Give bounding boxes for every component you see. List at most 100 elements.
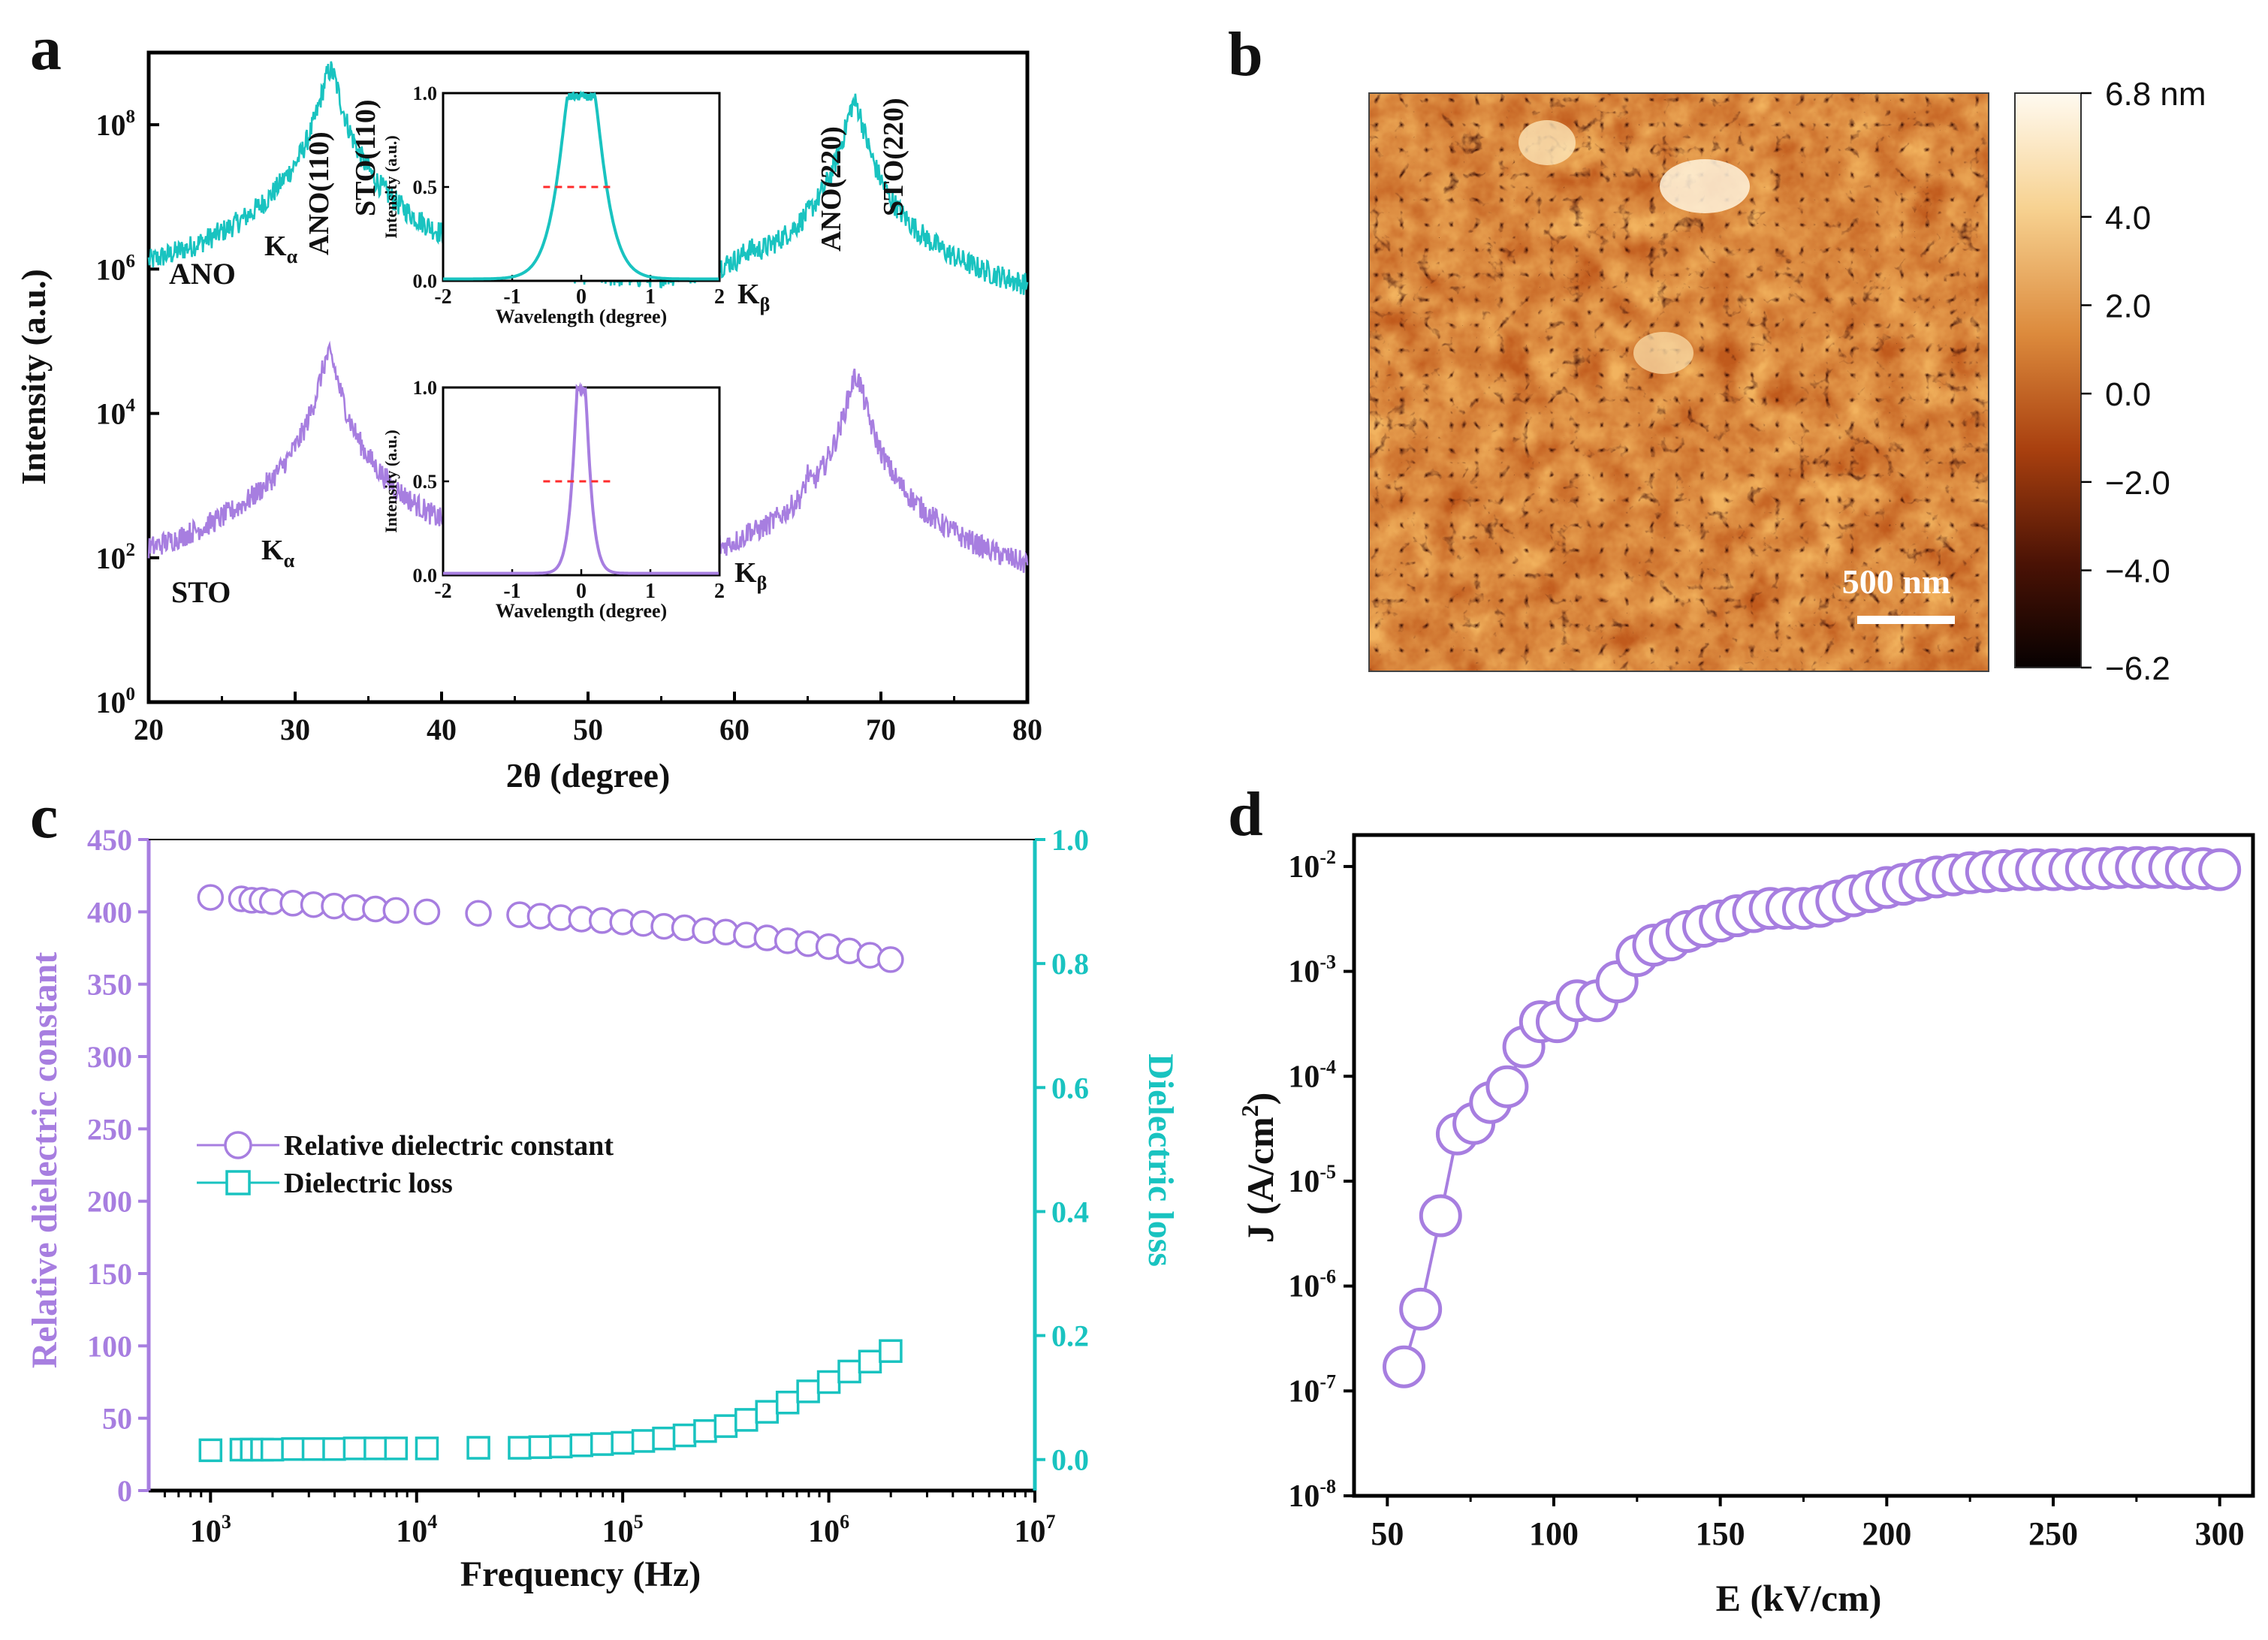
inset-x-tick-label: -2 <box>434 580 451 603</box>
a-y-ticks: 100 102 104 106 108 <box>96 107 159 719</box>
peak-label-sto110: STO(110) <box>350 99 382 216</box>
panel-letter-d: d <box>1228 779 1263 849</box>
inset-rocking-curve-sto: -2 -1 0 1 2 0.0 0.5 1.0 Wavelength (degree) Int… <box>382 377 725 622</box>
d-y-tick-label: 10-5 <box>1288 1161 1336 1199</box>
d-x-tick-label: 200 <box>1862 1515 1911 1552</box>
d-x-tick-label: 150 <box>1696 1515 1745 1552</box>
colorbar-tick-label: −4.0 <box>2105 553 2170 590</box>
a-x-tick-label: 30 <box>280 713 310 746</box>
colorbar-tick-label: −6.2 <box>2105 650 2170 687</box>
dielectric-loss-point <box>693 1418 717 1443</box>
c-x-tick-label: 104 <box>396 1511 437 1549</box>
dielectric-loss-point <box>569 1433 594 1458</box>
c-left-ticks: 0 50 100 150 200 250 300 350 400 450 <box>87 823 149 1508</box>
inset-x-tick-label: 1 <box>645 285 656 309</box>
colorbar-tick-label: 2.0 <box>2105 288 2151 324</box>
a-y-tick-label: 102 <box>96 540 136 575</box>
a-x-tick-label: 70 <box>866 713 896 746</box>
x-axis-label-d: E (kV/cm) <box>1716 1577 1882 1619</box>
dielectric-loss-point <box>879 1339 903 1363</box>
inset-x-tick-label: 1 <box>645 580 656 603</box>
inset-rocking-curve-ano: -2 -1 0 1 2 0.0 0.5 1.0 Wavelength (degree) Int… <box>382 83 725 327</box>
dielectric-loss-point <box>322 1437 346 1461</box>
d-y-ticks: 10-8 10-7 10-6 10-5 10-4 10-3 10-2 <box>1288 846 1354 1514</box>
panel-c: c 103 104 105 106 107 0 50 100 150 200 250 300 350 4… <box>25 782 1181 1594</box>
c-left-tick-label: 350 <box>87 968 132 1002</box>
je-data-point <box>1399 1287 1443 1331</box>
c-left-tick-label: 0 <box>117 1474 132 1508</box>
dielectric-loss-point <box>384 1437 409 1461</box>
inset-x-tick-label: 2 <box>714 580 725 603</box>
c-right-tick-label: 0.6 <box>1051 1071 1089 1105</box>
inset-x-tick-label: -1 <box>503 580 520 603</box>
je-data-point <box>1485 1065 1529 1108</box>
c-left-tick-label: 400 <box>87 895 132 929</box>
inset-x-tick-label: 2 <box>714 285 725 309</box>
dielectric-constant-point <box>382 897 410 924</box>
dielectric-loss-point <box>775 1390 800 1415</box>
inset-y-tick-label: 0.0 <box>413 565 438 586</box>
k-beta-ano: Kβ <box>737 279 770 315</box>
k-alpha-sto: Kα <box>261 535 295 571</box>
je-data-point <box>1383 1345 1425 1388</box>
legend-c: Relative dielectric constant Dielectric … <box>197 1130 614 1199</box>
inset-bottom-ticks: -2 -1 0 1 2 0.0 0.5 1.0 <box>413 377 725 603</box>
k-alpha-ano: Kα <box>264 231 298 267</box>
je-data-point <box>2198 848 2242 891</box>
je-data-point <box>1419 1194 1462 1238</box>
dielectric-loss-point <box>755 1400 780 1424</box>
peak-label-ano220: ANO(220) <box>816 126 847 252</box>
afm-bright-grain <box>1519 120 1576 165</box>
dielectric-constant-point <box>197 884 225 911</box>
legend-marker-dielectric-constant <box>224 1131 252 1159</box>
inset-x-tick-label: -2 <box>434 285 451 309</box>
a-y-tick-label: 100 <box>96 684 136 719</box>
inset-y-tick-label: 1.0 <box>413 377 438 399</box>
legend-label-dielectric-loss: Dielectric loss <box>284 1168 453 1199</box>
d-y-tick-label: 10-6 <box>1288 1266 1336 1304</box>
dielectric-loss-point <box>363 1437 388 1461</box>
c-right-tick-label: 1.0 <box>1051 823 1089 857</box>
c-x-tick-label: 105 <box>602 1511 644 1549</box>
dielectric-loss-point <box>652 1426 676 1451</box>
panel-letter-b: b <box>1228 20 1263 89</box>
plot-frame-d <box>1352 833 2255 1498</box>
c-right-tick-label: 0.0 <box>1051 1443 1089 1477</box>
c-left-tick-label: 150 <box>87 1257 132 1291</box>
dielectric-loss-point <box>301 1437 326 1461</box>
dielectric-loss-point <box>816 1370 841 1394</box>
panel-b: b 500 nm 6.8 nm 4.0 2.0 0.0 −2.0 −4.0 −6.2 <box>1228 20 2206 687</box>
inset-top-ylabel: Intensity (a.u.) <box>382 135 400 239</box>
d-x-ticks: 50 100 150 200 250 300 <box>1371 1496 2245 1552</box>
dielectric-loss-point <box>672 1423 697 1448</box>
colorbar-ticks: 6.8 nm 4.0 2.0 0.0 −2.0 −4.0 −6.2 <box>2081 76 2206 687</box>
dielectric-loss-point <box>713 1414 738 1438</box>
dielectric-loss-point <box>342 1437 367 1461</box>
a-x-ticks: 20 30 40 50 60 70 80 <box>134 692 1042 746</box>
inset-x-tick-label: 0 <box>576 285 587 309</box>
dielectric-loss-point <box>466 1436 490 1460</box>
dielectric-loss-point <box>734 1408 759 1432</box>
panel-letter-a: a <box>30 14 62 83</box>
d-y-tick-label: 10-4 <box>1288 1056 1336 1094</box>
c-left-tick-label: 200 <box>87 1185 132 1219</box>
jе-curve-line <box>1402 866 2220 1367</box>
a-y-tick-label: 106 <box>96 251 136 286</box>
inset-y-tick-label: 0.0 <box>413 270 438 292</box>
dielectric-loss-point <box>590 1432 614 1456</box>
c-right-tick-label: 0.8 <box>1051 947 1089 981</box>
legend-marker-dielectric-loss <box>225 1170 251 1195</box>
dielectric-constant-point <box>465 900 492 927</box>
peak-label-ano110: ANO(110) <box>303 131 335 255</box>
d-y-tick-label: 10-7 <box>1288 1370 1336 1409</box>
a-x-tick-label: 50 <box>573 713 603 746</box>
c-left-tick-label: 300 <box>87 1040 132 1074</box>
c-x-tick-label: 107 <box>1015 1511 1056 1549</box>
y-axis-label-a: Intensity (a.u.) <box>14 269 53 485</box>
c-x-ticks: 103 104 105 106 107 <box>163 1491 1056 1549</box>
c-x-tick-label: 106 <box>808 1511 849 1549</box>
inset-bottom-curve <box>443 381 719 575</box>
d-x-tick-label: 250 <box>2028 1515 2078 1552</box>
x-axis-label-a: 2θ (degree) <box>506 756 671 794</box>
c-markers <box>197 884 904 1463</box>
